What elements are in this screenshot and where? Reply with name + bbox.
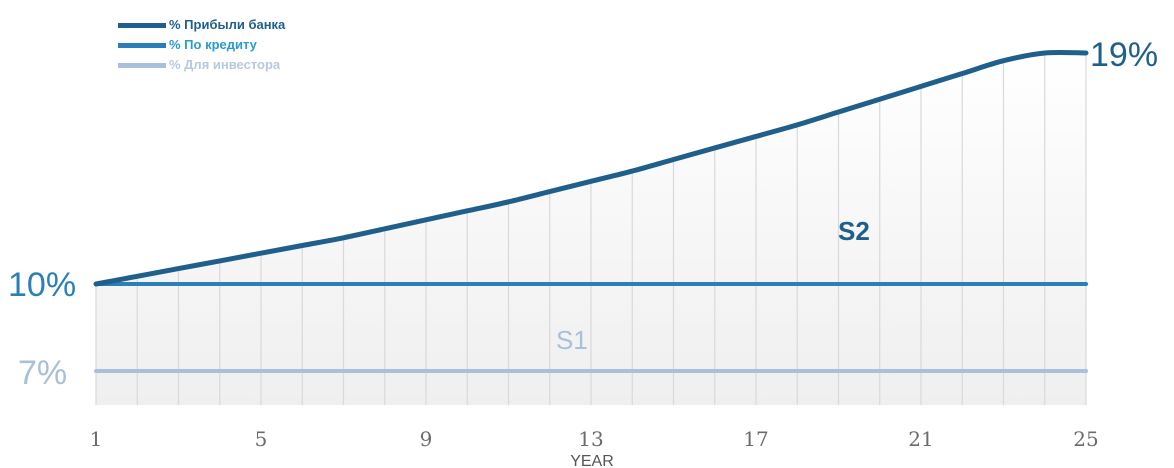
legend: % Прибыли банка % По кредиту % Для инвес… [118,17,286,72]
legend-label-investor: % Для инвестора [169,57,281,72]
x-tick-label: 5 [255,427,268,451]
x-tick-label: 1 [90,427,103,451]
region-label-s2: S2 [838,216,870,246]
x-axis-title: YEAR [570,453,614,468]
series-lines [93,49,1089,373]
region-label-s1: S1 [556,325,588,355]
x-axis-ticks: 1 5 9 13 17 21 25 [90,427,1099,451]
start-value-label: 10% [8,266,76,304]
legend-label-bank-profit: % Прибыли банка [169,17,286,32]
x-tick-label: 13 [578,427,603,451]
legend-swatch-bank-profit [118,23,166,28]
end-value-label: 19% [1090,36,1158,74]
investor-value-label: 7% [18,354,67,392]
legend-swatch-investor [118,63,166,68]
x-tick-label: 25 [1073,427,1098,451]
x-tick-label: 17 [743,427,768,451]
x-tick-label: 21 [908,427,933,451]
legend-label-credit: % По кредиту [169,37,258,52]
x-tick-label: 9 [420,427,433,451]
legend-swatch-credit [118,43,166,48]
series-line-bank-profit [93,49,1089,287]
